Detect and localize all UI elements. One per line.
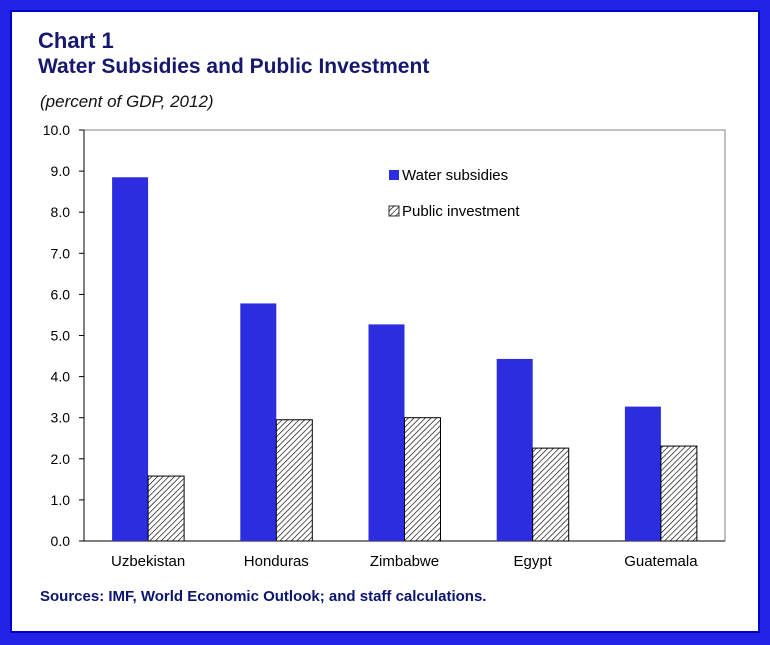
y-tick-label: 0.0 (51, 533, 71, 549)
bar-public-investment (660, 445, 698, 542)
bar-water-subsidies (240, 303, 277, 541)
legend-label-water-subsidies: Water subsidies (402, 167, 508, 184)
y-tick-label: 1.0 (51, 492, 71, 508)
plot-area: 0.0 1.0 2.0 3.0 4.0 5.0 6.0 7.0 8.0 9.0 10.0 Uzbeki… (43, 122, 726, 570)
bar-public-investment (404, 417, 441, 542)
y-tick-label: 6.0 (51, 286, 71, 302)
chart-subtitle: (percent of GDP, 2012) (40, 92, 214, 111)
y-tick-label: 9.0 (51, 163, 71, 179)
chart-title: Chart 1 Water Subsidies and Public Inves… (38, 28, 429, 80)
x-category-label: Honduras (244, 553, 309, 570)
chart-number: Chart 1 (38, 28, 114, 53)
y-tick-label: 2.0 (51, 451, 71, 467)
bar-public-investment (532, 447, 570, 542)
bar-water-subsidies (368, 324, 405, 541)
bar-water-subsidies (496, 358, 533, 541)
x-category-label: Zimbabwe (370, 553, 439, 570)
x-category-label: Uzbekistan (111, 553, 185, 570)
bar-public-investment (147, 475, 185, 542)
x-category-label: Guatemala (624, 553, 698, 570)
y-tick-label: 7.0 (51, 245, 71, 261)
source-note: Sources: IMF, World Economic Outlook; an… (40, 588, 487, 605)
bar-water-subsidies (112, 177, 149, 541)
legend-swatch-water-subsidies (389, 170, 399, 180)
y-tick-label: 8.0 (51, 204, 71, 220)
bar-public-investment (275, 419, 313, 542)
legend-label-public-investment: Public investment (402, 203, 520, 220)
y-tick-label: 10.0 (43, 122, 70, 138)
x-category-label: Egypt (514, 553, 553, 570)
y-tick-label: 5.0 (51, 328, 71, 344)
y-tick-label: 3.0 (51, 410, 71, 426)
bar-water-subsidies (624, 406, 661, 541)
chart-title-text: Water Subsidies and Public Investment (38, 55, 430, 78)
legend-swatch-public-investment (388, 205, 400, 217)
y-tick-label: 4.0 (51, 369, 71, 385)
